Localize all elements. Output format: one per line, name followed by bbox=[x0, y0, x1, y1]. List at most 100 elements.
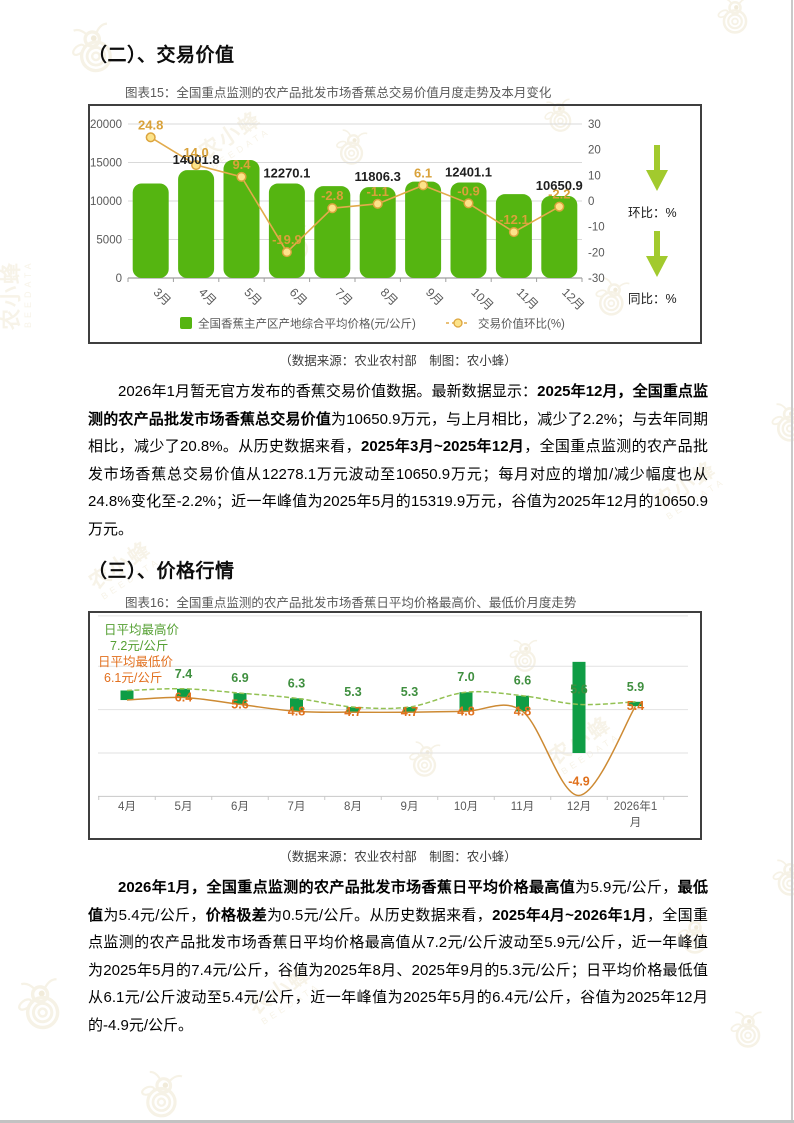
x-category-label: 7月 bbox=[288, 801, 306, 813]
bee-logo-watermark-icon bbox=[717, 0, 748, 34]
x-category-label-wrap: 月 bbox=[630, 817, 642, 829]
text-run: 为5.4元/公斤， bbox=[103, 906, 206, 924]
mom-value-label: -2.2 bbox=[548, 187, 570, 202]
x-category-label: 11月 bbox=[511, 801, 534, 813]
value-bar bbox=[405, 181, 442, 278]
min-value-label: 4.8 bbox=[514, 704, 531, 718]
series-header-value: 6.1元/公斤 bbox=[104, 671, 162, 685]
right-axis-tick: -20 bbox=[588, 247, 605, 259]
text-run: 为10650.9万元，与上月相比，减少了2.2%；与去年同期相比，减少了20.8… bbox=[88, 410, 708, 456]
bar-value-label: 14001.8 bbox=[173, 152, 220, 167]
x-category-label: 10月 bbox=[454, 801, 478, 813]
x-category-label: 8月 bbox=[378, 285, 401, 308]
mom-line bbox=[150, 136, 560, 254]
value-bar bbox=[132, 183, 169, 278]
x-category-label: 12月 bbox=[559, 285, 587, 313]
mom-down-arrow-icon bbox=[646, 145, 668, 191]
chart16-canvas: 7.4 6.9 6.3 5.3 5.3 7.0 6.6 5.6 5.9 6.4 5.6 4.8 4.7 4… bbox=[98, 615, 688, 829]
bold-run: 2025年12月，全国重点监测的农产品批发市场香蕉总交易价值 bbox=[88, 383, 709, 428]
value-bar bbox=[359, 187, 396, 278]
x-category-label: 5月 bbox=[175, 801, 193, 813]
mom-value-label: -0.9 bbox=[457, 183, 479, 198]
mom-value-label: 14.0 bbox=[183, 145, 208, 160]
bold-run: 价格极差 bbox=[205, 906, 268, 924]
min-price-line bbox=[126, 696, 637, 797]
bold-run: 2025年3月~2025年12月 bbox=[360, 438, 525, 455]
range-bar bbox=[290, 698, 303, 712]
right-axis-tick: -30 bbox=[588, 273, 605, 285]
min-value-label: 4.8 bbox=[288, 704, 305, 718]
mom-marker bbox=[236, 171, 247, 182]
max-value-label: 5.3 bbox=[344, 685, 361, 699]
min-value-label: 6.4 bbox=[175, 690, 192, 704]
right-axis-tick: 0 bbox=[588, 196, 594, 208]
max-value-label: 6.9 bbox=[231, 671, 248, 685]
series-header-name: 日平均最低价 bbox=[98, 655, 174, 669]
range-bar bbox=[177, 688, 190, 698]
legend-bar-swatch bbox=[180, 317, 192, 329]
mom-value-label: 6.1 bbox=[414, 165, 432, 180]
left-axis-tick: 15000 bbox=[90, 158, 122, 170]
legend-line-label: 交易价值环比(%) bbox=[478, 317, 565, 331]
left-axis-tick: 10000 bbox=[90, 196, 122, 208]
mom-marker bbox=[508, 227, 519, 238]
value-bar bbox=[223, 160, 260, 278]
bee-logo-watermark-icon bbox=[730, 1011, 762, 1048]
range-bar bbox=[629, 701, 642, 707]
mom-value-label: 9.4 bbox=[232, 157, 251, 172]
mom-marker bbox=[281, 247, 292, 258]
max-value-label: 7.0 bbox=[457, 670, 474, 684]
data-source-line-1: （数据来源：农业农村部 制图：农小蜂） bbox=[279, 354, 517, 368]
chart15-title: 图表15：全国重点监测的农产品批发市场香蕉总交易价值月度走势及本月变化 bbox=[125, 86, 552, 100]
range-bar bbox=[459, 692, 473, 712]
min-value-label: 4.7 bbox=[401, 705, 418, 719]
range-bar bbox=[403, 706, 416, 713]
svg-text:BEEDATA: BEEDATA bbox=[23, 259, 33, 328]
left-axis-tick: 5000 bbox=[96, 235, 122, 247]
min-value-label: 4.8 bbox=[457, 704, 474, 718]
series-header-name: 日平均最高价 bbox=[104, 622, 180, 637]
chart16-frame: 7.4 6.9 6.3 5.3 5.3 7.0 6.6 5.6 5.9 6.4 5.6 4.8 4.7 4… bbox=[88, 611, 702, 840]
mom-marker bbox=[418, 180, 429, 191]
legend-bar-label: 全国香蕉主产区产地综合平均价格(元/公斤) bbox=[198, 317, 416, 331]
max-value-label: 5.9 bbox=[627, 680, 644, 694]
bar-value-label: 12401.1 bbox=[445, 165, 492, 180]
yoy-side-label: 同比：% bbox=[628, 292, 677, 306]
data-source-line-2: （数据来源：农业农村部 制图：农小蜂） bbox=[279, 850, 517, 864]
bold-run: 2026年1月，全国重点监测的农产品批发市场香蕉日平均价格最高值 bbox=[118, 879, 576, 896]
chart15-canvas: 20000 15000 10000 5000 0 30 20 10 0 -10 -20 -30 3月 4月… bbox=[90, 117, 605, 331]
x-category-label: 6月 bbox=[231, 801, 249, 813]
x-category-label: 4月 bbox=[118, 801, 136, 813]
value-bar bbox=[178, 170, 215, 278]
page-right-edge bbox=[791, 0, 793, 1123]
mom-value-label: -1.1 bbox=[366, 184, 388, 199]
mom-marker bbox=[145, 132, 156, 143]
price-trend-paragraph: 2026年1月，全国重点监测的农产品批发市场香蕉日平均价格最高值为5.9元/公斤… bbox=[88, 874, 708, 1039]
bold-run: 最低值 bbox=[88, 879, 708, 924]
svg-text:农小蜂: 农小蜂 bbox=[0, 261, 23, 331]
bar-value-label: 12270.1 bbox=[263, 166, 310, 181]
x-category-label: 11月 bbox=[514, 285, 541, 312]
x-category-label: 7月 bbox=[332, 285, 355, 308]
mom-marker bbox=[327, 203, 338, 214]
page-bottom-edge bbox=[0, 1120, 794, 1123]
mom-value-label: -2.8 bbox=[321, 188, 343, 203]
value-bar bbox=[541, 195, 578, 278]
mom-value-label: -12.1 bbox=[499, 212, 529, 227]
x-category-label: 4月 bbox=[196, 285, 219, 308]
x-category-label: 3月 bbox=[151, 285, 174, 308]
x-category-label: 9月 bbox=[423, 285, 446, 308]
bar-value-label: 11806.3 bbox=[355, 169, 401, 184]
value-bar bbox=[314, 186, 351, 278]
min-value-label: 4.7 bbox=[344, 705, 361, 719]
right-axis-tick: 10 bbox=[588, 170, 601, 182]
yoy-down-arrow-icon bbox=[646, 231, 668, 277]
text-run: ，全国重点监测的农产品批发市场香蕉总交易价值从12278.1万元波动至10650… bbox=[88, 438, 708, 538]
mom-value-label: 24.8 bbox=[138, 117, 163, 132]
max-value-label: 7.4 bbox=[175, 667, 192, 681]
chart15-frame: 20000 15000 10000 5000 0 30 20 10 0 -10 -20 -30 3月 4月… bbox=[88, 104, 702, 344]
value-bar bbox=[450, 182, 487, 278]
text-run: 2026年1月暂无官方发布的香蕉交易价值数据。最新数据显示： bbox=[118, 383, 538, 400]
